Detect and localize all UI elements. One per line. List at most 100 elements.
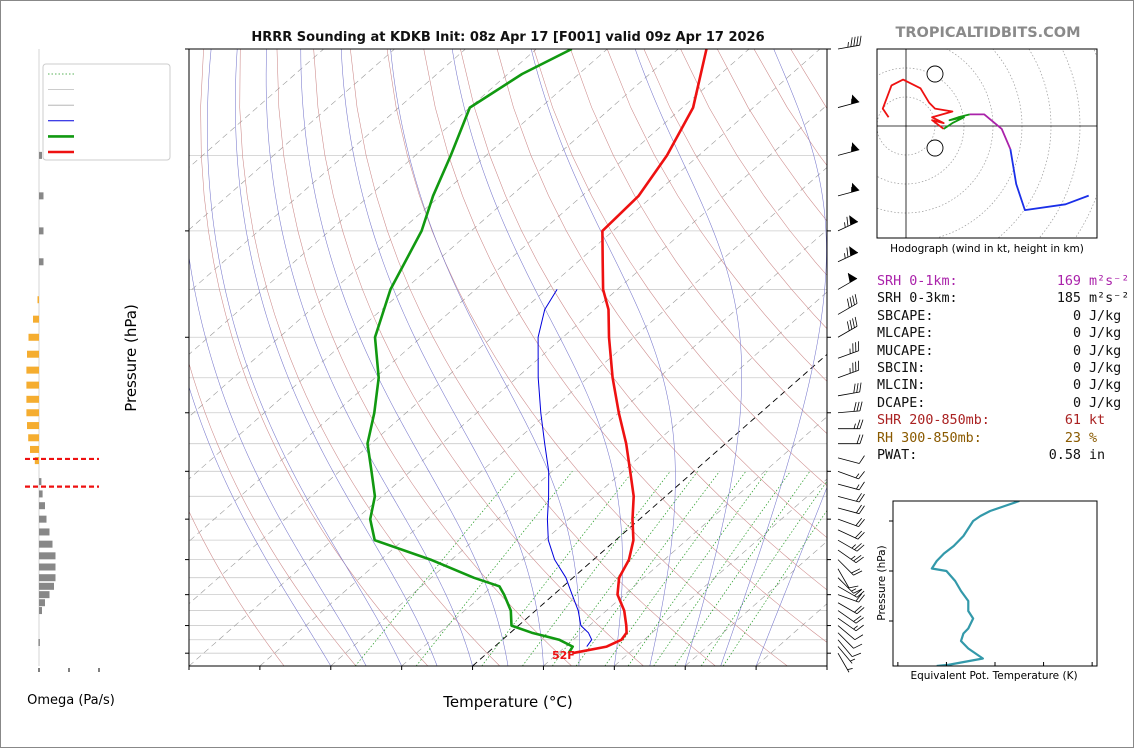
barb-half bbox=[850, 555, 856, 560]
barb-full bbox=[856, 36, 859, 46]
barb-full bbox=[853, 402, 857, 412]
hodograph-trace bbox=[881, 78, 954, 130]
omega-panel: Omega (Pa/s) bbox=[25, 49, 115, 708]
hodograph-trace bbox=[943, 113, 971, 130]
omega-bar bbox=[39, 563, 56, 571]
barb-shaft bbox=[837, 594, 859, 603]
barb-full bbox=[858, 360, 860, 371]
wind-barb bbox=[837, 294, 858, 315]
barb-full bbox=[846, 298, 850, 309]
barb-full bbox=[847, 273, 851, 283]
dry-adiabat-line bbox=[189, 362, 357, 666]
wind-barb bbox=[837, 625, 864, 641]
theta-e-frame bbox=[892, 500, 1098, 667]
stat-row: PWAT: 0.58 in bbox=[877, 447, 1129, 464]
omega-bar bbox=[39, 582, 54, 590]
barb-shaft bbox=[837, 507, 860, 515]
stat-row: SHR 200-850mb: 61 kt bbox=[877, 412, 1129, 429]
barb-shaft bbox=[837, 369, 859, 379]
wind-barb bbox=[837, 632, 863, 649]
wind-barb bbox=[837, 610, 864, 624]
omega-bar bbox=[39, 528, 50, 536]
barb-full bbox=[856, 383, 859, 393]
stat-row: MUCAPE: 0 J/kg bbox=[877, 343, 1129, 360]
wind-barb bbox=[837, 652, 853, 673]
moist-adiabat-line bbox=[634, 49, 743, 666]
stat-label: SRH 0-3km: bbox=[877, 291, 958, 307]
wind-barb bbox=[838, 419, 864, 430]
stat-label: DCAPE: bbox=[877, 395, 926, 411]
omega-bar bbox=[39, 607, 42, 615]
barb-shaft bbox=[837, 625, 856, 640]
barb-shaft bbox=[837, 325, 858, 338]
moist-adiabat-line bbox=[189, 254, 367, 666]
stat-unit: J/kg bbox=[1089, 361, 1122, 377]
dry-adiabat-line bbox=[460, 49, 827, 591]
barb-full bbox=[859, 419, 864, 429]
stat-row: DCAPE: 0 J/kg bbox=[877, 395, 1129, 412]
hodograph-plot-area bbox=[877, 49, 1097, 238]
stat-label: SHR 200-850mb: bbox=[877, 413, 990, 429]
stat-unit: m²s⁻² bbox=[1089, 274, 1130, 289]
barb-full bbox=[855, 342, 857, 352]
barb-full bbox=[854, 634, 864, 641]
skew-t-plot-area bbox=[189, 49, 827, 666]
stat-row: MLCAPE: 0 J/kg bbox=[877, 325, 1129, 342]
barb-full bbox=[854, 543, 862, 550]
y-axis-label: Pressure (hPa) bbox=[122, 304, 140, 412]
omega-bar bbox=[39, 227, 44, 235]
mixing-ratio-line bbox=[354, 471, 517, 666]
omega-bar bbox=[27, 350, 39, 358]
wind-barb bbox=[837, 182, 860, 197]
barb-shaft bbox=[837, 457, 860, 464]
barb-full bbox=[849, 215, 852, 226]
stat-value: 0.58 bbox=[1048, 448, 1081, 464]
wind-barb bbox=[837, 493, 865, 503]
wind-barb bbox=[837, 316, 858, 338]
omega-bar bbox=[26, 409, 39, 417]
wind-barb bbox=[837, 273, 858, 290]
wind-barb bbox=[837, 585, 865, 598]
stat-label: SBCIN: bbox=[877, 361, 926, 377]
barb-full bbox=[854, 294, 858, 304]
stat-label: SBCAPE: bbox=[877, 308, 934, 324]
barb-full bbox=[859, 382, 862, 393]
barb-full bbox=[849, 246, 852, 256]
barb-full bbox=[858, 493, 865, 503]
hodograph-panel: Hodograph (wind in kt, height in km) bbox=[876, 48, 1098, 255]
barb-half bbox=[847, 42, 849, 48]
barb-half bbox=[851, 146, 853, 152]
wind-barb bbox=[837, 646, 856, 664]
legend bbox=[42, 63, 171, 161]
barb-full bbox=[846, 321, 850, 331]
barb-half bbox=[853, 423, 856, 429]
stat-value: 0 bbox=[1072, 343, 1081, 359]
stat-label: MLCAPE: bbox=[877, 326, 934, 342]
barb-half bbox=[847, 668, 853, 671]
barb-shaft bbox=[837, 646, 853, 664]
barb-full bbox=[856, 401, 860, 412]
omega-bar bbox=[28, 434, 39, 442]
moist-adiabat-line bbox=[207, 49, 402, 666]
barb-half bbox=[851, 588, 857, 592]
barb-shaft bbox=[837, 495, 860, 503]
moist-adiabat-line bbox=[755, 486, 827, 666]
hodograph-frame bbox=[876, 48, 1098, 239]
stat-unit: m²s⁻² bbox=[1089, 291, 1130, 307]
wind-barb bbox=[838, 434, 864, 445]
storm-motion-marker bbox=[926, 139, 944, 157]
barb-full bbox=[853, 383, 856, 394]
barb-half bbox=[849, 348, 851, 354]
barb-full bbox=[856, 607, 865, 615]
dry-adiabat-line bbox=[423, 49, 827, 643]
barb-full bbox=[853, 588, 863, 594]
barb-full bbox=[852, 343, 854, 353]
omega-bar bbox=[37, 296, 39, 304]
legend-box bbox=[42, 63, 171, 161]
moist-adiabat-line bbox=[235, 49, 438, 666]
barb-half bbox=[851, 186, 853, 193]
stat-label: MUCAPE: bbox=[877, 343, 934, 359]
omega-bar bbox=[39, 591, 50, 599]
omega-bar bbox=[30, 445, 39, 453]
barb-full bbox=[855, 624, 864, 632]
